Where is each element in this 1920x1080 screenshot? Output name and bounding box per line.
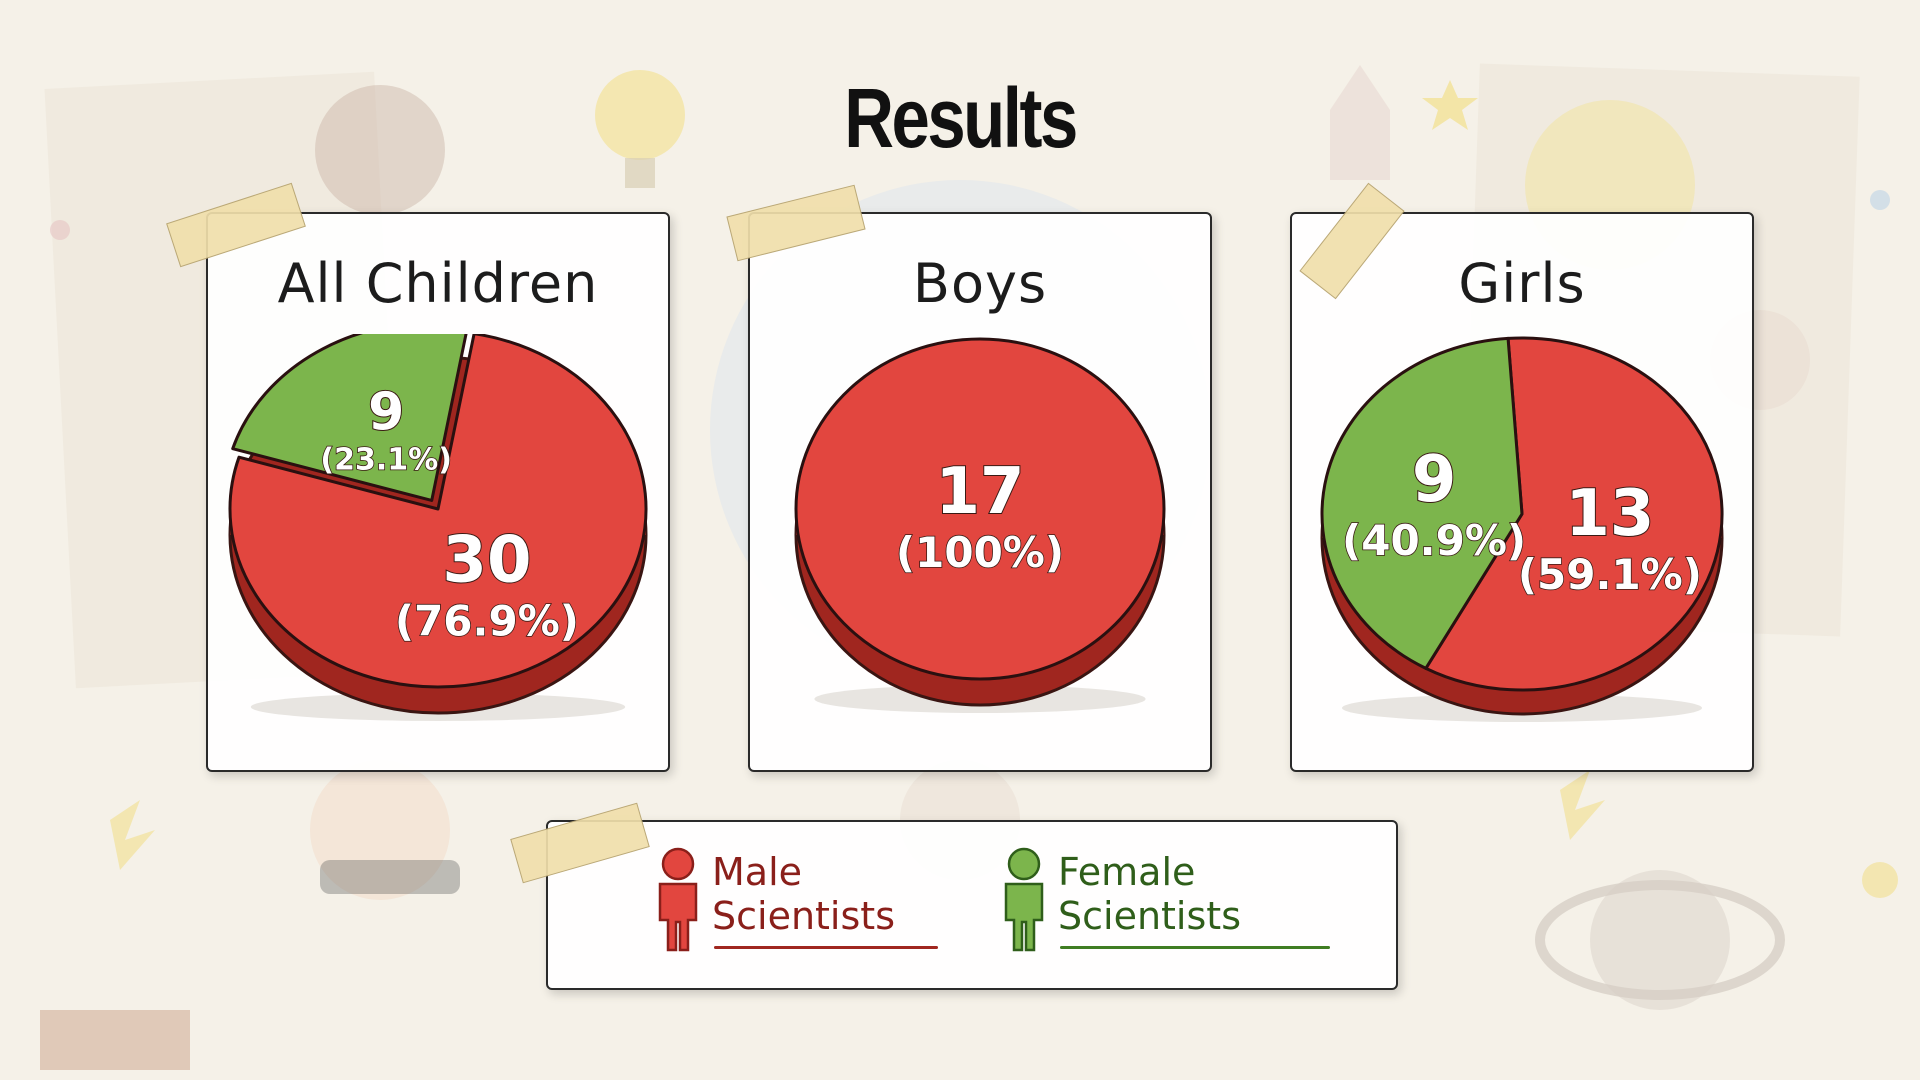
pie-slice [794,337,1166,681]
pie-slice [231,334,468,502]
pie-chart-all-children: 30(76.9%) 9(23.1%) [228,334,648,721]
pie-card-boys: Boys 17 (100%) [748,212,1212,772]
pie-card-girls: Girls 13 (59.1%) 9 (40.9%) [1290,212,1754,772]
slice-value-label: 17 [935,455,1024,529]
legend-underline-female [1060,946,1330,949]
chart-title: Girls [1458,252,1586,315]
pie-chart-boys: 17(100%) [794,337,1166,713]
person-icon [1004,847,1044,952]
slice-percent-label: (76.9%) [395,596,579,645]
pie-slice [228,334,648,689]
pie-slice [1320,336,1524,670]
slice-value-label: 9 [1412,443,1457,517]
pie-chart-girls: 13(59.1%) 9(40.9%) [1320,336,1724,722]
slice-value-label: 9 [368,383,404,443]
slice-percent-label: (59.1%) [1518,550,1702,599]
page-title: Results [844,71,1078,165]
slice-percent-label: (100%) [896,528,1064,577]
slice-value-label: 13 [1565,477,1654,551]
legend-underline-male [714,946,938,949]
slice-percent-label: (23.1%) [320,443,452,478]
slice-value-label: 30 [442,523,531,597]
legend: Male Scientists Female Scientists [546,820,1398,990]
pie-slice [1424,336,1724,692]
slice-percent-label: (40.9%) [1342,516,1526,565]
chart-title: Boys [912,252,1048,315]
person-icon [658,847,698,952]
legend-label-female: Female Scientists [1058,850,1241,938]
legend-label-male: Male Scientists [712,850,895,938]
chart-title: All Children [277,252,599,315]
pie-card-all-children: All Children 30 (76.9%) 9 (23.1%) [206,212,670,772]
